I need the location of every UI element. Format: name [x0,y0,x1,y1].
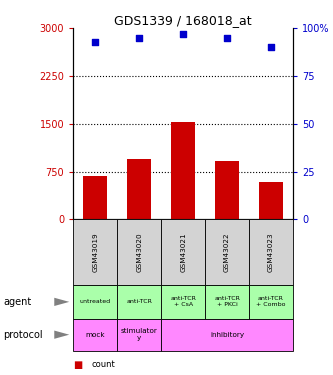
Text: anti-TCR
+ PKCi: anti-TCR + PKCi [214,297,240,307]
Bar [171,122,195,219]
Point [137,35,142,41]
Point [268,44,274,50]
Text: GSM43020: GSM43020 [136,232,142,272]
Text: GSM43023: GSM43023 [268,232,274,272]
Text: count: count [92,360,115,369]
Title: GDS1339 / 168018_at: GDS1339 / 168018_at [114,14,252,27]
Text: mock: mock [86,332,105,338]
Text: inhibitory: inhibitory [210,332,244,338]
Point [180,31,186,37]
Bar [215,161,239,219]
Text: GSM43021: GSM43021 [180,232,186,272]
Bar [127,159,151,219]
Text: agent: agent [3,297,32,307]
Text: anti-TCR: anti-TCR [126,299,152,304]
Text: stimulator
y: stimulator y [121,328,158,341]
Text: ■: ■ [73,360,83,370]
Text: protocol: protocol [3,330,43,340]
Bar [83,176,107,219]
Point [224,35,230,41]
Text: anti-TCR
+ CsA: anti-TCR + CsA [170,297,196,307]
Text: untreated: untreated [80,299,111,304]
Text: GSM43022: GSM43022 [224,232,230,272]
Point [93,39,98,45]
Text: anti-TCR
+ Combo: anti-TCR + Combo [256,297,286,307]
Bar [259,182,283,219]
Text: GSM43019: GSM43019 [92,232,98,272]
